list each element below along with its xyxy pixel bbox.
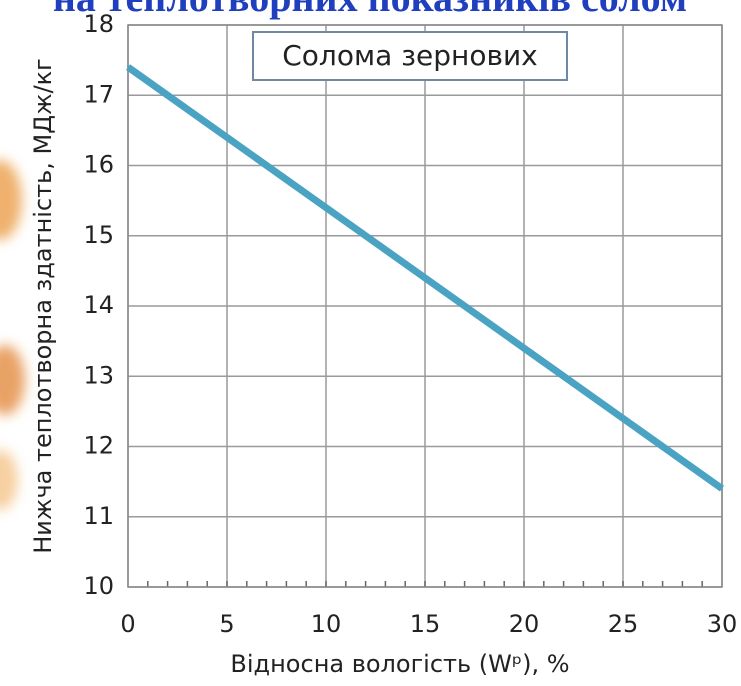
annotation-box — [252, 31, 568, 81]
x-tick-label: 20 — [509, 610, 540, 638]
y-tick-label: 17 — [83, 80, 114, 108]
y-tick-label: 13 — [83, 361, 114, 389]
y-tick-label: 12 — [83, 432, 114, 460]
y-tick-label: 16 — [83, 151, 114, 179]
x-tick-label: 10 — [311, 610, 342, 638]
x-tick-label: 5 — [219, 610, 234, 638]
plot-frame — [127, 24, 723, 588]
x-tick-label: 30 — [707, 610, 738, 638]
y-tick-label: 10 — [83, 572, 114, 600]
y-tick-label: 11 — [83, 502, 114, 530]
y-tick-label: 18 — [83, 10, 114, 38]
annotation: Солома зернових — [282, 39, 538, 72]
page-title: на теплотворних показників солом — [53, 0, 687, 20]
y-tick-label: 15 — [83, 221, 114, 249]
y-tick-label: 14 — [83, 291, 114, 319]
x-tick-label: 15 — [410, 610, 441, 638]
x-axis-label: Відносна вологість (Wᵖ), % — [230, 650, 569, 678]
x-tick-label: 25 — [608, 610, 639, 638]
background-decoration — [0, 160, 25, 510]
plot-area: 10 11 12 13 14 15 16 17 18 0 5 10 15 20 25 30 Солома зер… — [83, 10, 737, 638]
x-tick-label: 0 — [120, 610, 135, 638]
data-line — [125, 64, 725, 492]
y-axis-label: Нижча теплотворна здатність, МДж/кг — [29, 58, 57, 554]
